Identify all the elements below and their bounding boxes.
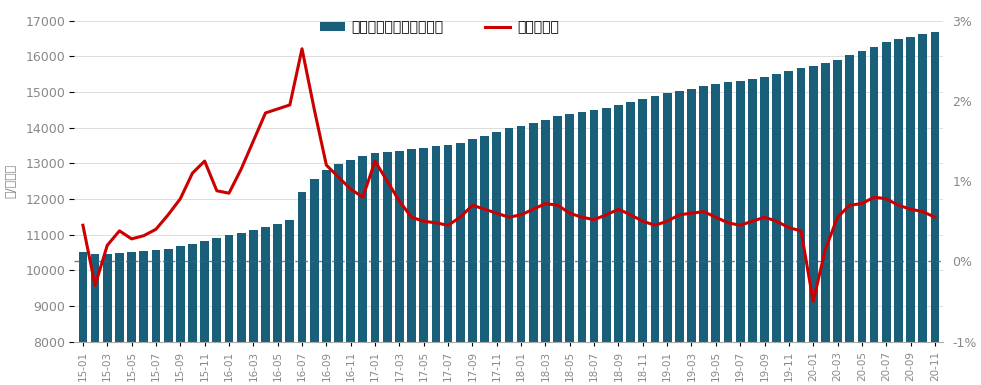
Bar (480, 136, 489, 385)
Bar (602, 108, 610, 385)
Bar (115, 253, 124, 385)
Bar (346, 161, 355, 385)
Bar (103, 253, 112, 385)
Bar (565, 114, 574, 385)
Y-axis label: 元/平方米: 元/平方米 (4, 164, 17, 198)
Bar (383, 152, 391, 385)
Bar (213, 238, 221, 385)
Bar (687, 89, 696, 385)
Bar (821, 64, 830, 385)
Bar (225, 235, 233, 385)
Bar (432, 146, 440, 385)
Bar (358, 156, 367, 385)
Bar (711, 84, 720, 385)
Bar (419, 147, 428, 385)
Bar (456, 142, 465, 385)
Bar (200, 241, 209, 385)
Bar (542, 120, 549, 385)
Bar (517, 126, 526, 385)
Bar (529, 123, 538, 385)
Bar (553, 116, 562, 385)
Bar (675, 91, 684, 385)
Bar (882, 42, 891, 385)
Bar (236, 233, 245, 385)
Bar (468, 139, 477, 385)
Bar (492, 132, 501, 385)
Bar (261, 228, 270, 385)
Bar (846, 55, 854, 385)
Bar (639, 99, 647, 385)
Bar (249, 230, 258, 385)
Bar (870, 47, 878, 385)
Bar (335, 164, 343, 385)
Bar (128, 252, 136, 385)
Bar (785, 70, 794, 385)
Bar (699, 86, 708, 385)
Bar (808, 66, 817, 385)
Bar (748, 79, 756, 385)
Bar (285, 219, 294, 385)
Bar (274, 224, 283, 385)
Bar (176, 246, 184, 385)
Bar (857, 51, 866, 385)
Bar (152, 250, 160, 385)
Bar (931, 32, 939, 385)
Bar (90, 254, 99, 385)
Bar (407, 149, 416, 385)
Bar (590, 110, 598, 385)
Bar (650, 96, 659, 385)
Bar (164, 249, 173, 385)
Bar (736, 81, 745, 385)
Bar (578, 112, 587, 385)
Bar (663, 94, 672, 385)
Bar (797, 68, 805, 385)
Legend: 百城新建住宅均价（左）, 环比（右）: 百城新建住宅均价（左）, 环比（右） (314, 15, 565, 40)
Bar (297, 192, 306, 385)
Bar (322, 170, 331, 385)
Bar (443, 145, 452, 385)
Bar (724, 82, 733, 385)
Bar (894, 39, 903, 385)
Bar (139, 251, 148, 385)
Bar (918, 34, 927, 385)
Bar (395, 151, 404, 385)
Bar (371, 153, 380, 385)
Bar (504, 128, 513, 385)
Bar (614, 105, 623, 385)
Bar (906, 37, 915, 385)
Bar (188, 244, 197, 385)
Bar (78, 251, 87, 385)
Bar (626, 102, 635, 385)
Bar (310, 179, 319, 385)
Bar (760, 77, 769, 385)
Bar (833, 60, 842, 385)
Bar (772, 74, 781, 385)
